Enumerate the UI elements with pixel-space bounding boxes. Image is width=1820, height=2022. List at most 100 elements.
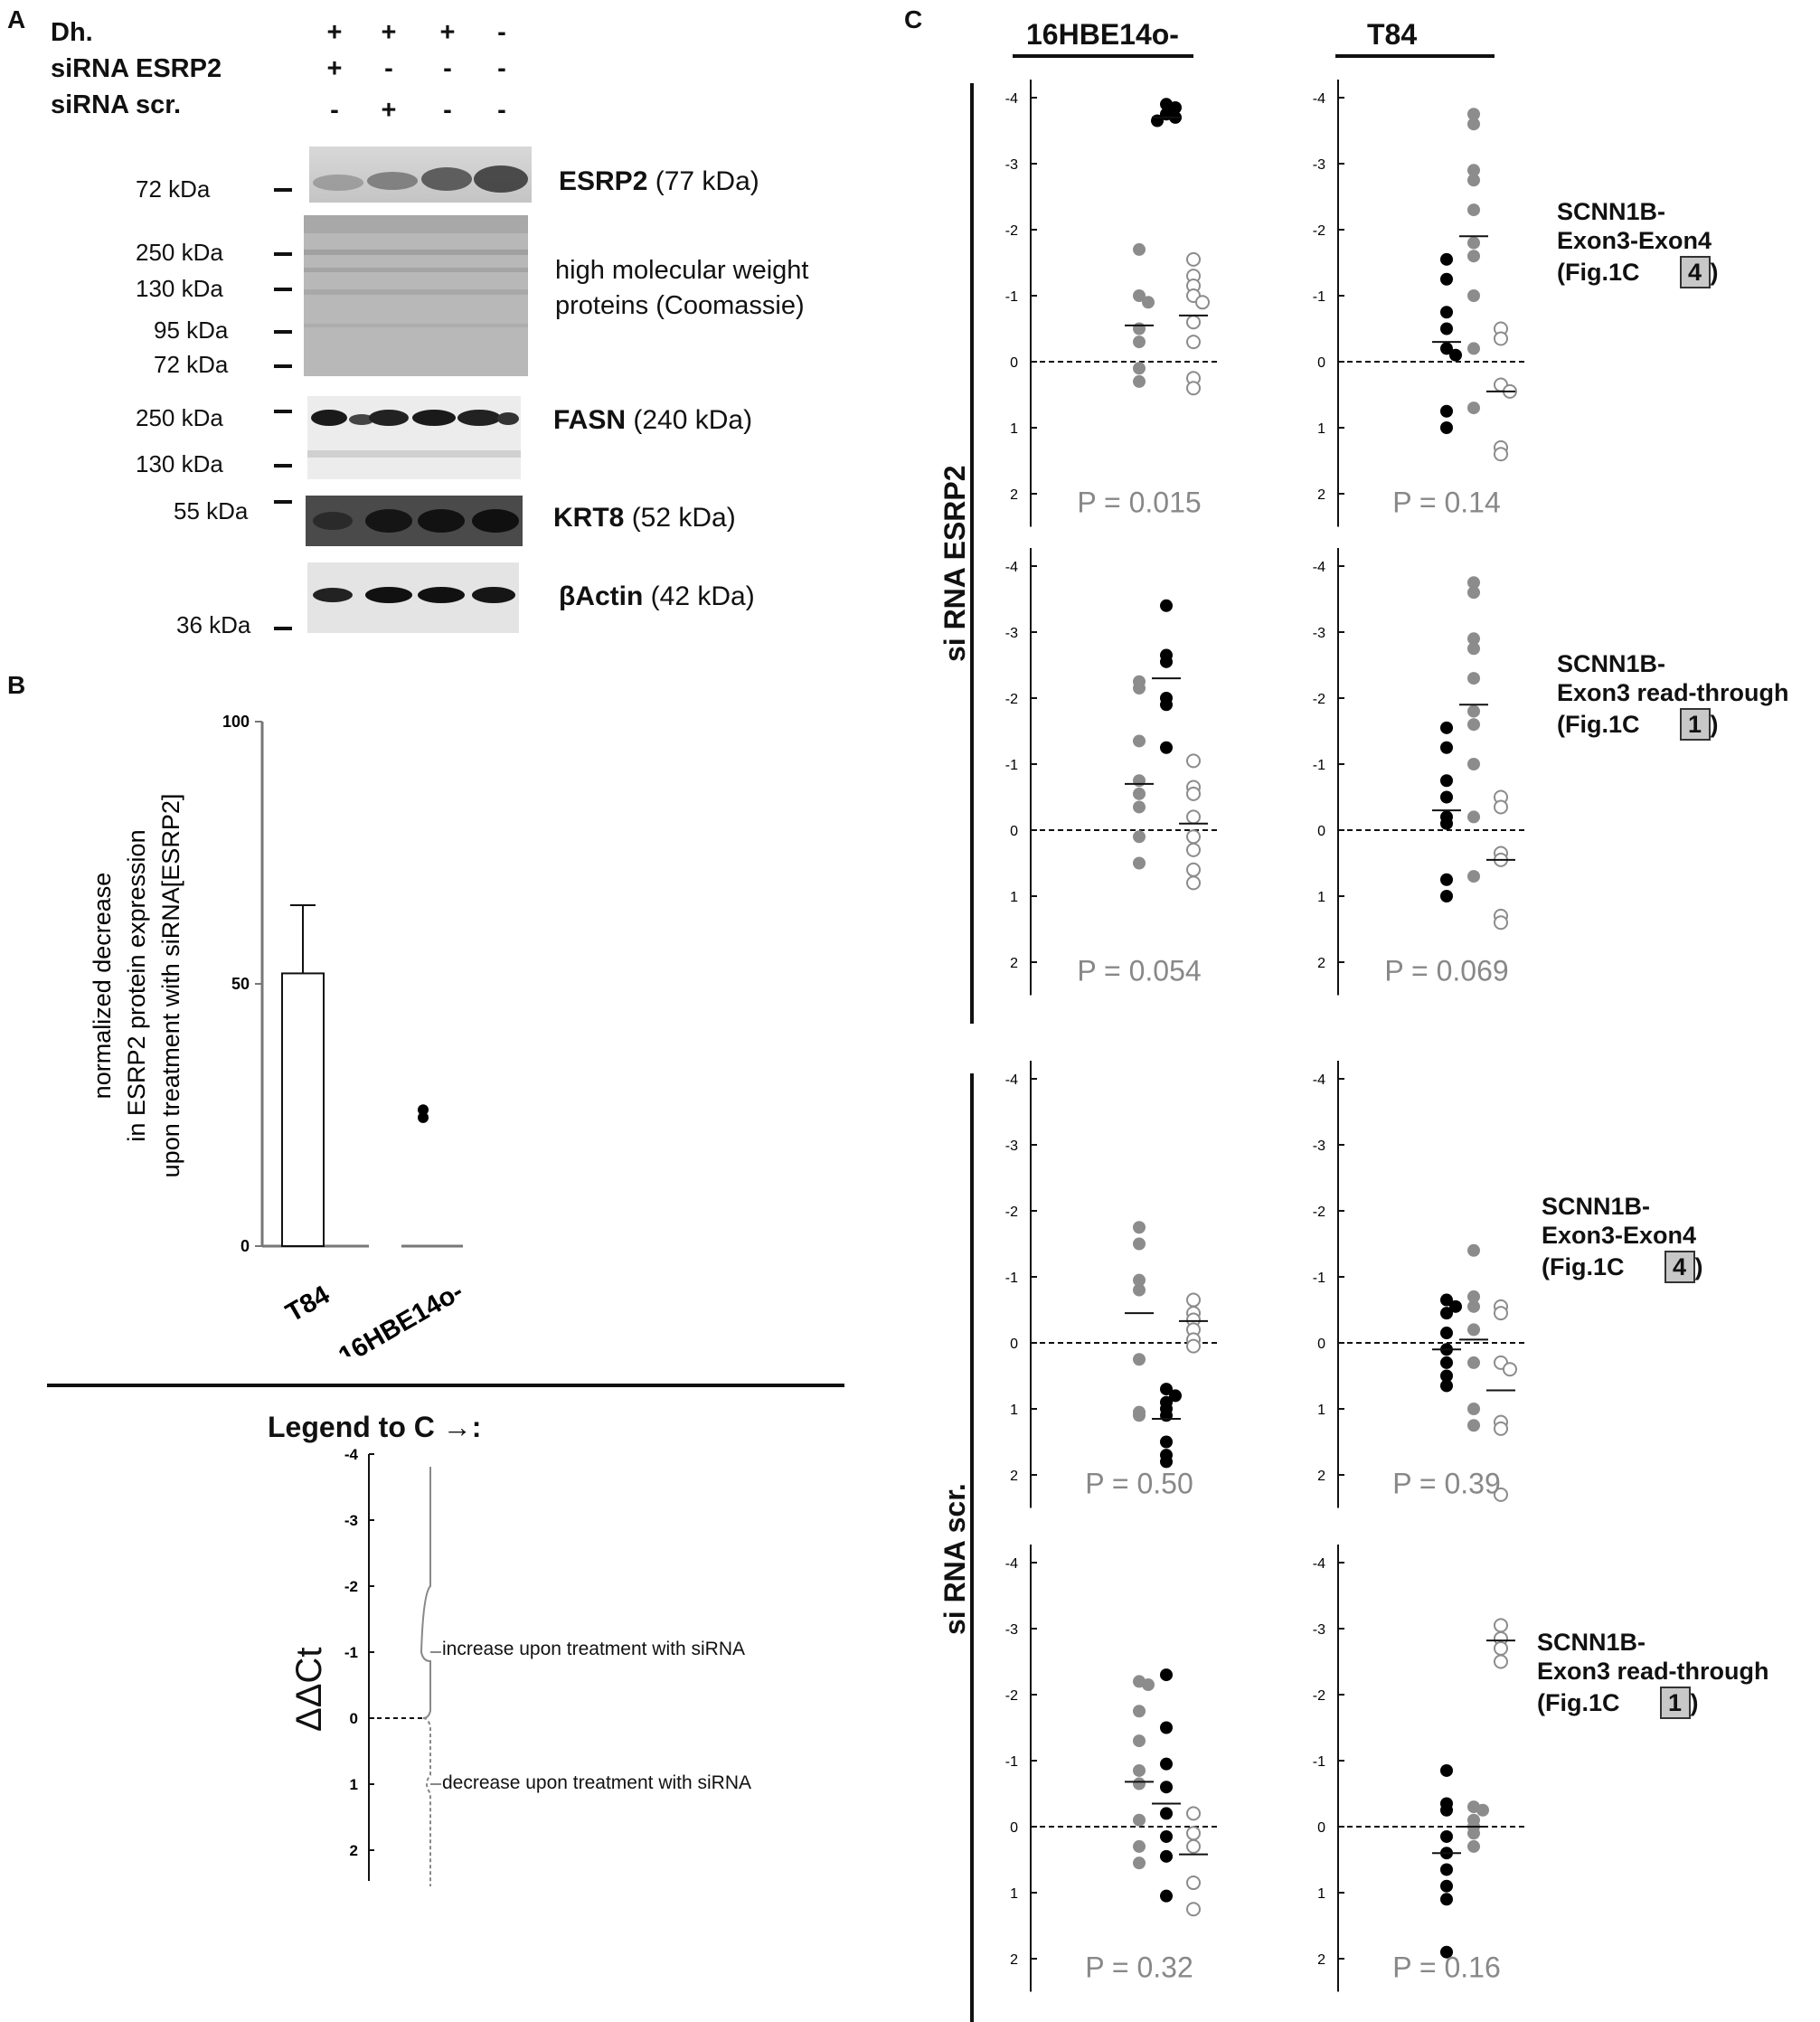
data-point-black xyxy=(1440,1293,1453,1307)
data-point-gray xyxy=(1133,1409,1146,1422)
marker-label: 250 kDa xyxy=(136,404,223,431)
data-point-black xyxy=(1440,306,1453,319)
column-header-t84: T84 xyxy=(1367,18,1418,51)
data-point-gray xyxy=(1467,672,1480,685)
y-tick-label: 2 xyxy=(1010,1469,1018,1484)
legend-axis: -4 -3 -2 -1 0 1 2 xyxy=(344,1446,441,1886)
y-tick-label: -1 xyxy=(1313,1754,1325,1770)
data-point-gray xyxy=(1467,289,1480,302)
data-point-open xyxy=(1186,1826,1201,1841)
column-header-16hbe14o: 16HBE14o- xyxy=(1026,18,1179,51)
data-point-black xyxy=(1440,342,1453,355)
y-axis-label-line: upon treatment with siRNA[ESRP2] xyxy=(157,794,184,1178)
blot-label-actin: βActin (42 kDa) xyxy=(559,581,755,611)
y-axis-label-line: normalized decrease xyxy=(89,873,116,1100)
gene-label: SCNN1B- Exon3-Exon4 (Fig.1C 4) xyxy=(1557,197,1719,289)
data-point-gray xyxy=(1467,203,1480,217)
group-bar-esrp2 xyxy=(970,83,974,1024)
data-point-black xyxy=(1160,1435,1173,1449)
y-tick-label: -4 xyxy=(1313,91,1325,107)
y-tick-label: 0 xyxy=(1317,355,1325,371)
y-tick-label: 2 xyxy=(1317,487,1325,503)
gene-label: SCNN1B- Exon3 read-through (Fig.1C 1) xyxy=(1537,1628,1769,1720)
y-tick-label: -2 xyxy=(1313,1205,1325,1220)
y-tick-label: -1 xyxy=(1313,1271,1325,1286)
data-point-open xyxy=(1186,1838,1201,1854)
actin-blot xyxy=(307,562,519,633)
p-value-label: P = 0.069 xyxy=(1384,955,1508,987)
data-point-gray xyxy=(1467,402,1480,415)
data-point-open xyxy=(1195,295,1210,310)
y-tick-label: -3 xyxy=(1005,157,1018,173)
scatter-panel: -4 -3 -2 -1 0 1 2 P = 0.14 xyxy=(1313,80,1524,527)
data-point-black xyxy=(1160,1455,1173,1469)
y-tick-label: 0 xyxy=(1010,1337,1018,1352)
data-point-gray xyxy=(1467,1290,1480,1303)
data-point-black xyxy=(1440,1893,1453,1906)
y-tick-label: 2 xyxy=(1317,1469,1325,1484)
blot-label-coomassie: high molecular weight proteins (Coomassi… xyxy=(555,256,809,321)
data-point-gray xyxy=(1133,1353,1146,1366)
data-point-open xyxy=(1494,331,1508,346)
data-point-black xyxy=(1440,421,1453,434)
y-tick-label: 1 xyxy=(1317,1886,1325,1902)
data-point-gray xyxy=(1467,236,1480,250)
data-point-gray xyxy=(1133,734,1146,748)
y-tick-label: -3 xyxy=(1313,1622,1325,1638)
y-tick-label: 0 xyxy=(1317,824,1325,839)
marker-label: 72 kDa xyxy=(136,175,211,203)
y-tick-label: -3 xyxy=(1005,626,1018,641)
data-point-gray xyxy=(1467,704,1480,718)
y-tick-label: -4 xyxy=(1313,1072,1325,1088)
data-point-open xyxy=(1186,1876,1201,1891)
data-point-gray xyxy=(1467,118,1480,131)
y-tick-label: -2 xyxy=(1313,223,1325,239)
legend-increase-text: increase upon treatment with siRNA xyxy=(442,1639,745,1659)
sign-cell: + xyxy=(439,18,456,47)
data-point-black xyxy=(1440,1307,1453,1320)
scatter-panel: -4 -3 -2 -1 0 1 2 P = 0.069 xyxy=(1313,548,1524,996)
y-tick-label: 1 xyxy=(1010,1403,1018,1418)
y-tick-label: 1 xyxy=(1010,890,1018,905)
legend-tick-label: -2 xyxy=(344,1578,358,1595)
data-point-gray xyxy=(1133,362,1146,375)
data-point-gray xyxy=(1133,1839,1146,1853)
data-point-black xyxy=(1440,817,1453,830)
panel-b-letter: B xyxy=(7,671,26,699)
data-point-gray xyxy=(1133,856,1146,870)
y-tick-label: -2 xyxy=(1313,692,1325,707)
panel-a-letter: A xyxy=(7,5,26,33)
y-tick-label: -4 xyxy=(1005,1072,1018,1088)
data-point-gray xyxy=(1467,632,1480,646)
y-tick-label: 1 xyxy=(1317,421,1325,437)
y-tick-label: 2 xyxy=(1317,956,1325,971)
data-point-gray xyxy=(1476,1803,1489,1817)
y-tick-label: -4 xyxy=(1313,560,1325,575)
sign-cell: + xyxy=(381,96,397,125)
data-point-gray xyxy=(1133,1221,1146,1234)
sign-cell: - xyxy=(497,54,506,83)
data-point-open xyxy=(1494,915,1508,931)
legend-tick-label: 2 xyxy=(350,1842,358,1859)
data-point-black xyxy=(1160,1383,1173,1396)
blot-label-krt8: KRT8 (52 kDa) xyxy=(553,503,736,533)
scatter-panel: -4 -3 -2 -1 0 1 2 P = 0.32 xyxy=(1005,1545,1217,1992)
data-point-open xyxy=(1186,315,1201,330)
data-point-black xyxy=(1440,873,1453,886)
data-point-gray xyxy=(1467,1839,1480,1853)
data-point-black xyxy=(1160,1721,1173,1734)
data-point-gray xyxy=(1467,642,1480,656)
data-point-open xyxy=(1186,753,1201,769)
data-point-open xyxy=(1186,1338,1201,1354)
y-axis-label-line: in ESRP2 protein expression xyxy=(123,829,150,1141)
p-value-label: P = 0.054 xyxy=(1077,955,1201,987)
marker-label: 250 kDa xyxy=(136,239,223,266)
data-point-black xyxy=(1449,1299,1462,1313)
y-tick-label: -4 xyxy=(1005,560,1018,575)
data-point-gray xyxy=(1133,335,1146,349)
coomassie-gel xyxy=(304,215,528,376)
data-point-black xyxy=(1160,1849,1173,1863)
data-point-open xyxy=(1186,251,1201,267)
fasn-blot xyxy=(307,396,521,479)
y-tick-label: -2 xyxy=(1313,1688,1325,1704)
